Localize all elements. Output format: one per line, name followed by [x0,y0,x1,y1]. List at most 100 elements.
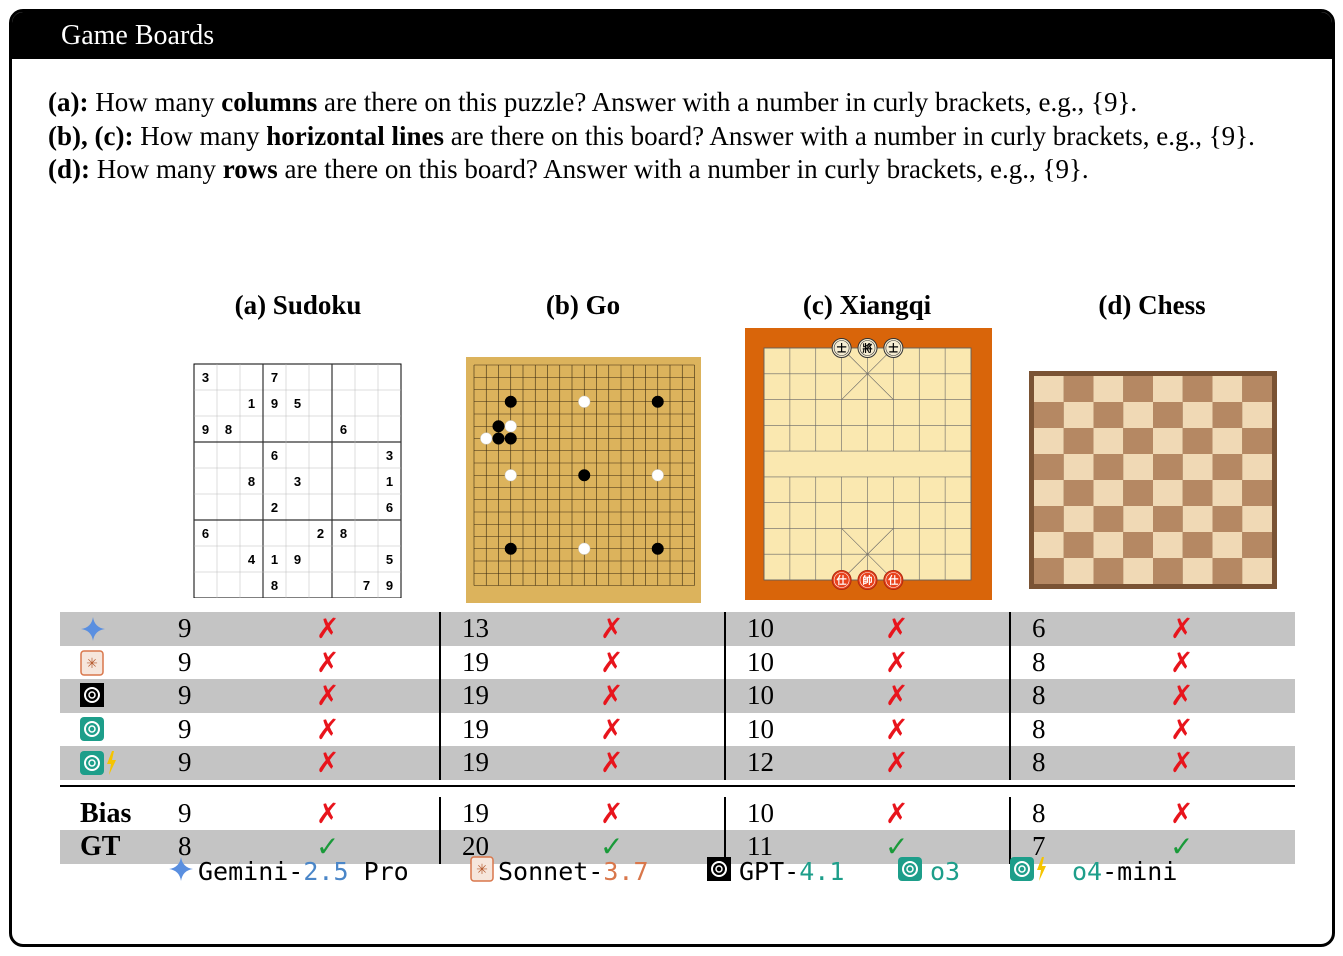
sudoku-digit: 3 [202,370,209,385]
wrong-mark: ✗ [1170,712,1194,746]
o4mini-icon [1010,856,1050,890]
answer-value: 19 [462,713,489,744]
chess-square [1153,402,1183,428]
legend-sonnet: ✳ Sonnet-3.7 [470,856,649,888]
go-black-stone [492,420,505,433]
bias-value: 9 [178,798,192,828]
right-mark: ✓ [600,830,624,863]
xiangqi-red-piece [883,570,904,590]
o3-icon [898,857,922,889]
chess-square [1212,454,1243,480]
answer-value: 19 [462,680,489,710]
sonnet-icon: ✳ [470,856,494,890]
bias-value: 8 [1032,798,1046,828]
chess-square [1212,480,1243,506]
sudoku-digit: 4 [248,552,256,567]
xiangqi-black-piece [883,338,904,358]
wrong-mark: ✗ [316,746,340,779]
legend-name: GPT- [739,857,800,886]
chess-square [1093,506,1124,532]
sudoku-digit: 3 [294,474,301,489]
chess-square [1093,402,1124,428]
svg-text:✳: ✳ [476,862,488,878]
chess-square [1034,376,1064,402]
chess-square [1153,532,1183,558]
legend-suffix: -mini [1102,857,1178,886]
answer-value: 9 [178,680,192,710]
answer-value: 12 [747,747,774,777]
board-title-sudoku: (a) Sudoku [234,290,362,320]
legend-gemini: Gemini-2.5 Pro [168,856,409,888]
chess-square [1123,506,1153,532]
gpt41-icon [707,857,731,889]
chess-square [1034,480,1064,506]
chess-square [1034,532,1064,558]
chess-square [1063,480,1094,506]
chess-square [1212,558,1243,584]
wrong-mark: ✗ [600,797,624,830]
wrong-mark: ✗ [600,712,624,746]
chess-square [1212,428,1243,454]
figure-title: Game Boards [12,12,1332,59]
sudoku-digit: 8 [248,474,255,489]
chess-square [1212,376,1243,402]
xiangqi-piece-ring [885,340,902,356]
chess-square [1034,402,1064,428]
sudoku-digit: 3 [386,448,393,463]
answer-value: 8 [1032,680,1046,710]
sudoku-digit: 9 [202,422,209,437]
legend-version: 4.1 [799,857,845,886]
o3-icon [80,716,104,746]
chess-square [1182,532,1213,558]
legend-name: Sonnet- [498,857,604,886]
sudoku-digit: 7 [363,578,370,593]
go-black-stone [651,542,664,555]
right-mark: ✓ [885,830,909,863]
sudoku-digit: 5 [386,552,393,567]
chess-square [1153,428,1183,454]
chess-square [1093,428,1124,454]
sudoku-digit: 8 [225,422,232,437]
chess-square [1212,532,1243,558]
question-d: (d): How many rows are there on this boa… [48,154,1089,184]
gpt41-icon [80,683,104,712]
board-title-go: (b) Go [545,290,621,320]
bias-label: Bias [80,798,132,829]
xiangqi-red-piece [857,570,878,590]
legend-version: 3.7 [603,857,649,886]
xiangqi-piece-label: 將 [863,342,873,355]
chess-square [1182,506,1213,532]
sudoku-digit: 8 [271,578,278,593]
chess-square [1063,454,1094,480]
chess-square [1034,428,1064,454]
gt-label: GT [80,831,121,862]
wrong-mark: ✗ [600,645,624,679]
gemini-icon [168,856,194,890]
xiangqi-piece-ring [885,572,902,588]
legend-version: o4 [1072,857,1103,886]
chess-square [1123,376,1153,402]
wrong-mark: ✗ [600,612,624,645]
chess-square [1093,558,1124,584]
answer-value: 13 [462,613,489,643]
chess-square [1182,402,1213,428]
answer-value: 10 [747,680,774,710]
chess-square [1123,402,1153,428]
column-divider [439,797,441,864]
go-black-stone [504,395,517,408]
chess-square [1242,402,1272,428]
xiangqi-black-piece [857,338,878,358]
chess-square [1063,558,1094,584]
go-white-stone [504,469,517,482]
sonnet-icon: ✳ [80,649,104,681]
chess-square [1242,428,1272,454]
sudoku-digit: 2 [317,526,324,541]
right-mark: ✓ [316,830,340,863]
sudoku-digit: 2 [271,500,278,515]
wrong-mark: ✗ [1170,645,1194,679]
sudoku-digit: 1 [386,474,393,489]
go-black-stone [492,432,505,445]
wrong-mark: ✗ [316,797,340,830]
column-divider [1009,797,1011,864]
chess-square [1063,376,1094,402]
